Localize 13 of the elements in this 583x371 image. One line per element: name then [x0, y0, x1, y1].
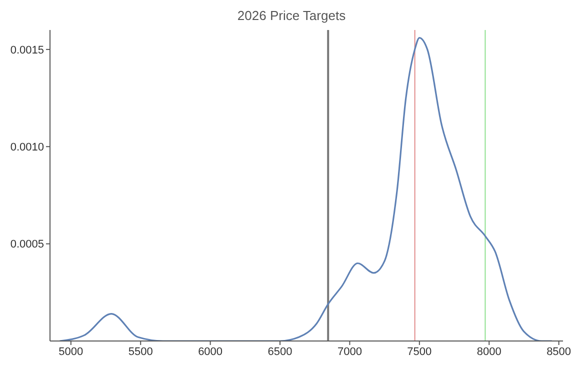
line-series [58, 36, 553, 341]
x-tick-label: 6000 [198, 346, 223, 358]
x-tick-label: 5500 [128, 346, 153, 358]
chart-title: 2026 Price Targets [236, 8, 347, 25]
y-tick-label: 0.0010 [10, 142, 44, 154]
x-tick-label: 6500 [268, 346, 292, 358]
y-tick-label: 0.0015 [10, 44, 44, 56]
y-tick-label: 0.0005 [10, 238, 44, 251]
x-tick-label: 8500 [546, 346, 572, 358]
x-tick-label: 8000 [476, 346, 502, 358]
x-tick-label: 7000 [337, 346, 362, 358]
x-tick-label: 5000 [58, 346, 84, 358]
x-tick-label: 7500 [407, 346, 432, 358]
